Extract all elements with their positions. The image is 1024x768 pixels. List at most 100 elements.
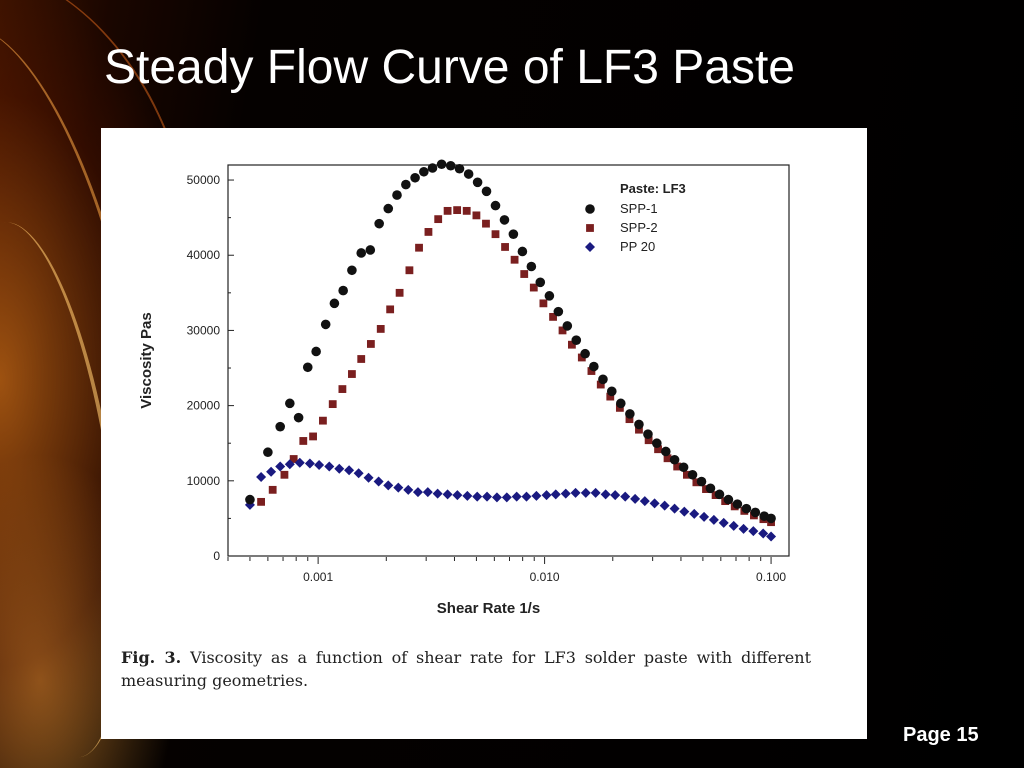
spp-1-point: [419, 166, 429, 177]
spp-1-point: [454, 163, 465, 174]
y-tick-label: 0: [213, 549, 220, 563]
spp-2-point: [386, 305, 395, 314]
spp-1-point: [696, 476, 707, 487]
spp-1-point: [766, 513, 776, 524]
spp-1-point: [472, 177, 483, 188]
pp-20-point: [501, 492, 512, 503]
spp-1-point: [293, 412, 304, 423]
spp-2-point: [587, 367, 596, 375]
pp-20-point: [482, 491, 493, 502]
legend-marker-pp-20: [585, 242, 595, 252]
spp-2-point: [673, 462, 682, 471]
spp-2-point: [415, 243, 423, 252]
spp-1-point: [643, 429, 653, 439]
pp-20-point: [314, 460, 325, 471]
spp-1-point: [436, 159, 447, 170]
spp-1-point: [445, 160, 456, 171]
spp-2-point: [549, 312, 557, 321]
y-tick-label: 20000: [187, 399, 221, 413]
spp-2-point: [654, 445, 662, 454]
spp-1-point: [535, 277, 546, 288]
spp-2-point: [424, 228, 433, 236]
pp-20-point: [748, 526, 759, 537]
spp-2-point: [462, 206, 471, 215]
spp-2-point: [596, 380, 605, 389]
spp-1-point: [606, 386, 617, 397]
spp-1-point: [383, 203, 394, 214]
pp-20-point: [590, 487, 601, 498]
spp-2-point: [338, 385, 347, 393]
figure-caption-text: Viscosity as a function of shear rate fo…: [121, 648, 812, 690]
spp-1-point: [553, 306, 564, 317]
pp-20-point: [541, 490, 552, 501]
legend-title: Paste: LF3: [620, 181, 686, 196]
spp-2-point: [268, 485, 277, 494]
pp-20-point: [304, 458, 315, 469]
spp-1-point: [526, 261, 537, 272]
spp-1-point: [678, 462, 689, 473]
y-tick-label: 50000: [187, 173, 221, 187]
spp-2-point: [491, 230, 500, 239]
spp-1-point: [589, 361, 599, 372]
pp-20-point: [630, 493, 641, 504]
spp-1-point: [338, 285, 348, 296]
spp-2-point: [663, 454, 672, 463]
pp-20-point: [353, 468, 364, 479]
spp-1-point: [517, 246, 528, 257]
pp-20-point: [373, 476, 384, 487]
spp-2-point: [299, 437, 308, 445]
spp-1-point: [562, 321, 573, 331]
pp-20-point: [689, 508, 700, 519]
pp-20-point: [334, 463, 345, 474]
viscosity-chart: 0 10000 20000 30000 40000 50000 0.001 0.010 0.10…: [138, 159, 790, 617]
pp-20-point: [432, 488, 443, 499]
spp-2-point: [434, 215, 443, 224]
spp-1-point: [732, 499, 743, 509]
spp-1-point: [571, 335, 582, 345]
spp-1-point: [580, 348, 590, 359]
spp-1-point: [320, 319, 331, 330]
pp-20-point: [738, 523, 749, 534]
spp-1-point: [750, 507, 761, 518]
spp-2-point: [280, 470, 289, 479]
pp-20-point: [284, 459, 295, 470]
pp-20-point: [462, 490, 473, 501]
pp-20-point: [600, 489, 611, 500]
x-tick-label: 0.100: [756, 570, 786, 584]
spp-2-point: [635, 425, 643, 434]
spp-2-point: [366, 340, 375, 348]
pp-20-point: [472, 491, 483, 502]
pp-20-point: [669, 503, 680, 514]
spp-1-point: [625, 409, 635, 419]
spp-1-point: [481, 186, 492, 197]
spp-2-point: [257, 497, 265, 506]
spp-1-point: [499, 215, 510, 225]
x-tick-label: 0.001: [303, 570, 333, 584]
spp-1-point: [652, 438, 662, 449]
spp-2-point: [443, 206, 452, 215]
spp-2-point: [520, 270, 529, 278]
y-tick-label: 40000: [187, 248, 221, 262]
spp-1-point: [329, 298, 340, 309]
legend-label-spp-1: SPP-1: [620, 201, 658, 216]
spp-1-point: [311, 346, 321, 357]
pp-20-point: [531, 490, 542, 501]
figure-panel: 0 10000 20000 30000 40000 50000 0.001 0.010 0.10…: [101, 128, 867, 739]
spp-2-point: [692, 478, 701, 487]
pp-20-point: [412, 487, 423, 498]
spp-2-point: [510, 255, 519, 264]
spp-1-point: [410, 172, 420, 183]
slide-title: Steady Flow Curve of LF3 Paste: [104, 41, 795, 94]
pp-20-point: [422, 487, 433, 498]
pp-20-point: [521, 491, 532, 502]
spp-1-point: [347, 265, 357, 276]
pp-20-point: [256, 472, 267, 483]
pp-20-point: [758, 528, 769, 539]
pp-20-point: [294, 457, 305, 468]
pp-20-point: [393, 482, 404, 493]
spp-2-point: [625, 415, 634, 424]
y-tick-label: 30000: [187, 323, 221, 337]
pp-20-point: [728, 520, 739, 531]
legend-marker-spp-1: [585, 204, 595, 214]
pp-20-point: [570, 487, 581, 498]
